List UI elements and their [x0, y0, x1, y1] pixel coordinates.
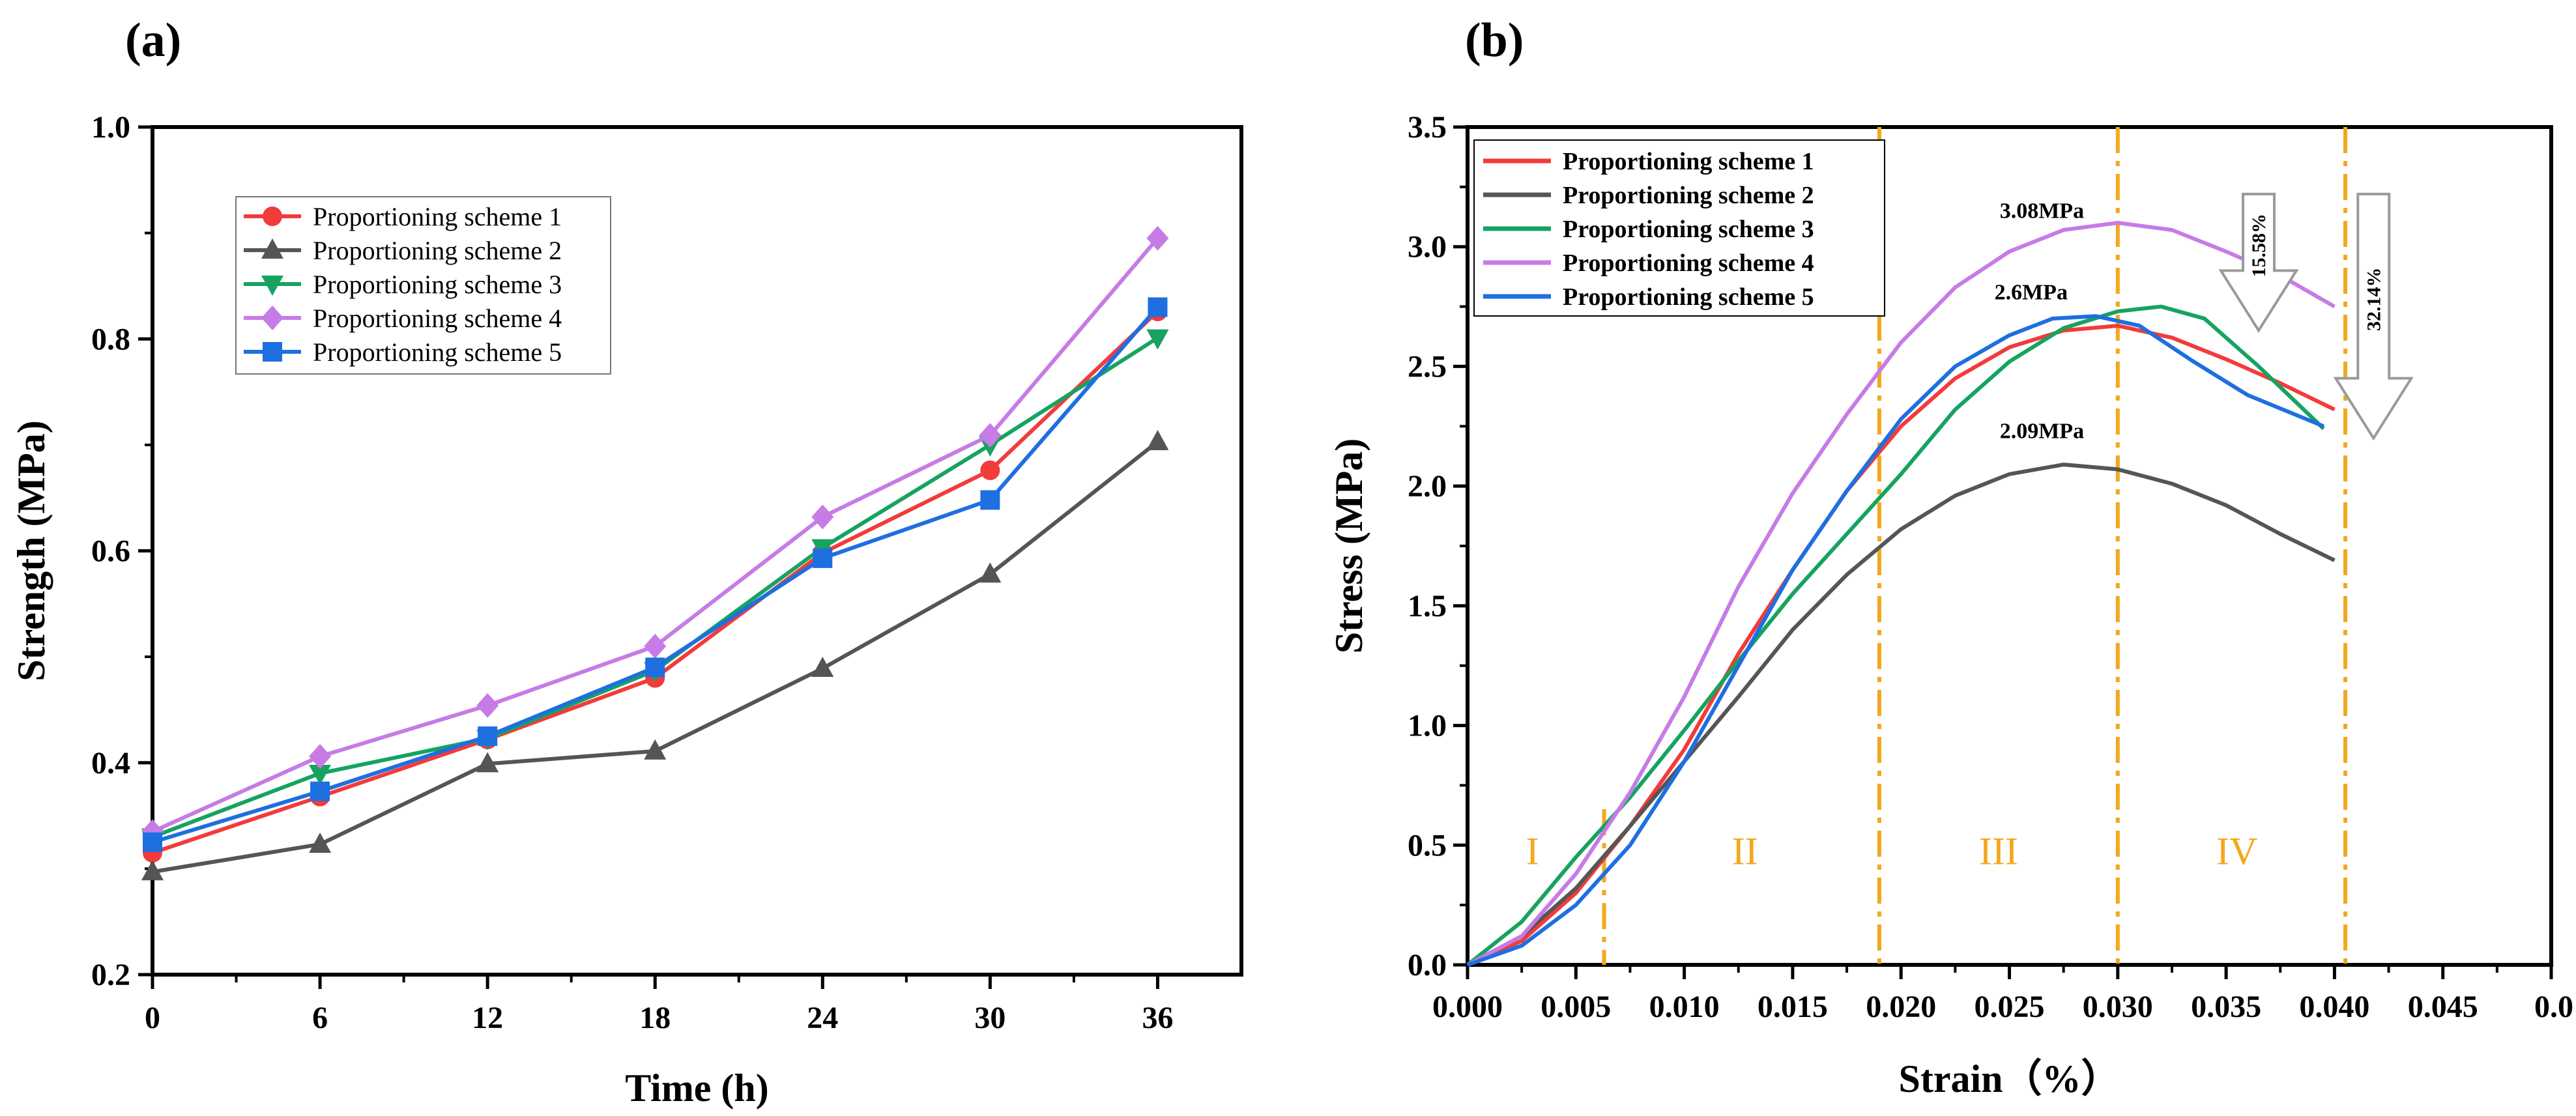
y-tick-label-b: 3.0 — [1408, 230, 1447, 265]
data-point-a-5 — [645, 657, 665, 678]
series-line-b-5 — [1467, 314, 2324, 967]
data-point-a-2 — [476, 752, 499, 773]
x-tick-label-b: 0.015 — [1758, 990, 1828, 1024]
data-point-a-2 — [141, 860, 164, 881]
series-line-b-2 — [1466, 463, 2336, 967]
x-tick-label-b: 0.025 — [1975, 990, 2045, 1024]
legend-marker-a — [263, 207, 282, 226]
panel-label-a: (a) — [125, 14, 181, 67]
x-tick-label-b: 0.010 — [1649, 990, 1720, 1024]
data-point-a-4 — [979, 423, 1002, 448]
legend-label-a: Proportioning scheme 4 — [313, 304, 562, 333]
y-axis-label-a: Strength (MPa) — [10, 420, 53, 681]
legend-label-a: Proportioning scheme 3 — [313, 270, 562, 299]
x-tick-label-b: 0.040 — [2299, 990, 2369, 1024]
data-point-a-2 — [1146, 429, 1169, 450]
panel-label-b: (b) — [1465, 14, 1524, 67]
drop-percentage-label: 15.58% — [2248, 214, 2270, 278]
x-tick-label-a: 0 — [145, 1001, 160, 1035]
data-point-a-4 — [1146, 225, 1169, 251]
y-tick-label-a: 1.0 — [91, 110, 130, 145]
legend-label-b: Proportioning scheme 2 — [1563, 182, 1814, 209]
x-tick-label-a: 18 — [639, 1001, 671, 1035]
data-point-a-2 — [644, 739, 667, 760]
legend-label-b: Proportioning scheme 1 — [1563, 148, 1814, 175]
chart-b: 0.000 0.005 0.010 0.015 0.020 0.025 0.030 0.035… — [1327, 110, 2573, 1100]
data-point-a-5 — [1148, 297, 1168, 317]
stage-label: II — [1732, 830, 1758, 873]
data-point-a-5 — [310, 781, 330, 801]
y-tick-label-a: 0.6 — [91, 534, 130, 569]
y-tick-label-b: 2.0 — [1408, 469, 1447, 504]
y-tick-label-b: 3.5 — [1408, 110, 1447, 145]
series-line-a-1 — [152, 309, 1159, 855]
y-axis-label-b: Stress (MPa) — [1327, 438, 1370, 653]
x-tick-label-b: 0.030 — [2083, 990, 2153, 1024]
x-tick-label-a: 24 — [807, 1001, 838, 1035]
peak-annotation: 2.09MPa — [2000, 420, 2084, 444]
y-tick-label-b: 1.5 — [1408, 589, 1447, 623]
y-tick-label-b: 0.5 — [1408, 828, 1447, 863]
x-axis-label-a: Time (h) — [625, 1066, 769, 1109]
data-point-a-2 — [309, 832, 332, 853]
data-point-a-3 — [1146, 329, 1169, 350]
x-tick-label-b: 0.045 — [2408, 990, 2478, 1024]
legend-label-b: Proportioning scheme 3 — [1563, 216, 1814, 243]
data-point-a-4 — [476, 693, 499, 718]
data-point-a-5 — [813, 548, 833, 568]
drop-percentage-label: 32.14% — [2363, 268, 2384, 332]
data-point-a-4 — [811, 504, 834, 530]
x-tick-label-b: 0.000 — [1432, 990, 1503, 1024]
x-tick-label-b: 0.005 — [1541, 990, 1611, 1024]
x-tick-label-a: 6 — [312, 1001, 328, 1035]
x-tick-label-a: 30 — [974, 1001, 1006, 1035]
drop-arrow — [2333, 192, 2414, 441]
drop-arrow — [2218, 192, 2299, 334]
x-tick-label-a: 12 — [472, 1001, 503, 1035]
y-tick-label-b: 0.0 — [1408, 948, 1447, 982]
legend-label-a: Proportioning scheme 2 — [313, 236, 562, 265]
data-point-a-3 — [309, 765, 332, 786]
peak-annotation: 3.08MPa — [2000, 199, 2084, 223]
data-point-a-5 — [980, 490, 1000, 510]
data-point-a-4 — [644, 633, 667, 659]
x-tick-label-b: 0.035 — [2191, 990, 2261, 1024]
data-point-a-5 — [478, 726, 498, 747]
series-line-b-4 — [1466, 220, 2336, 967]
data-point-a-2 — [979, 562, 1002, 583]
y-tick-label-a: 0.2 — [91, 958, 130, 992]
data-point-a-1 — [980, 460, 1000, 480]
x-axis-label-b: Strain（%） — [1898, 1057, 2120, 1100]
legend-marker-a — [261, 306, 283, 330]
data-point-a-5 — [143, 832, 162, 852]
legend-marker-a — [261, 276, 283, 296]
data-point-a-2 — [811, 657, 834, 678]
legend-marker-a — [261, 238, 283, 259]
x-tick-label-b: 0.020 — [1866, 990, 1936, 1024]
legend-label-a: Proportioning scheme 5 — [313, 337, 562, 367]
y-tick-label-a: 0.4 — [91, 746, 130, 780]
stage-label: IV — [2216, 830, 2257, 873]
chart-a: 0 6 12 18 24 30 36 0.2 0.4 0.6 0.8 1.0 Time (h) Stren… — [10, 110, 1243, 1109]
legend-label-a: Proportioning scheme 1 — [313, 202, 562, 231]
peak-annotation: 2.6MPa — [1995, 281, 2068, 305]
y-tick-label-b: 1.0 — [1408, 709, 1447, 743]
legend-label-b: Proportioning scheme 5 — [1563, 283, 1814, 311]
legend-marker-a — [263, 342, 282, 362]
stage-label: I — [1526, 830, 1539, 873]
stage-label: III — [1979, 830, 2018, 873]
x-tick-label-a: 36 — [1142, 1001, 1173, 1035]
x-tick-label-b: 0.0 — [2534, 990, 2573, 1024]
data-point-a-4 — [309, 743, 332, 769]
y-tick-label-b: 2.5 — [1408, 349, 1447, 384]
y-tick-label-a: 0.8 — [91, 322, 130, 356]
legend-label-b: Proportioning scheme 4 — [1563, 250, 1814, 277]
